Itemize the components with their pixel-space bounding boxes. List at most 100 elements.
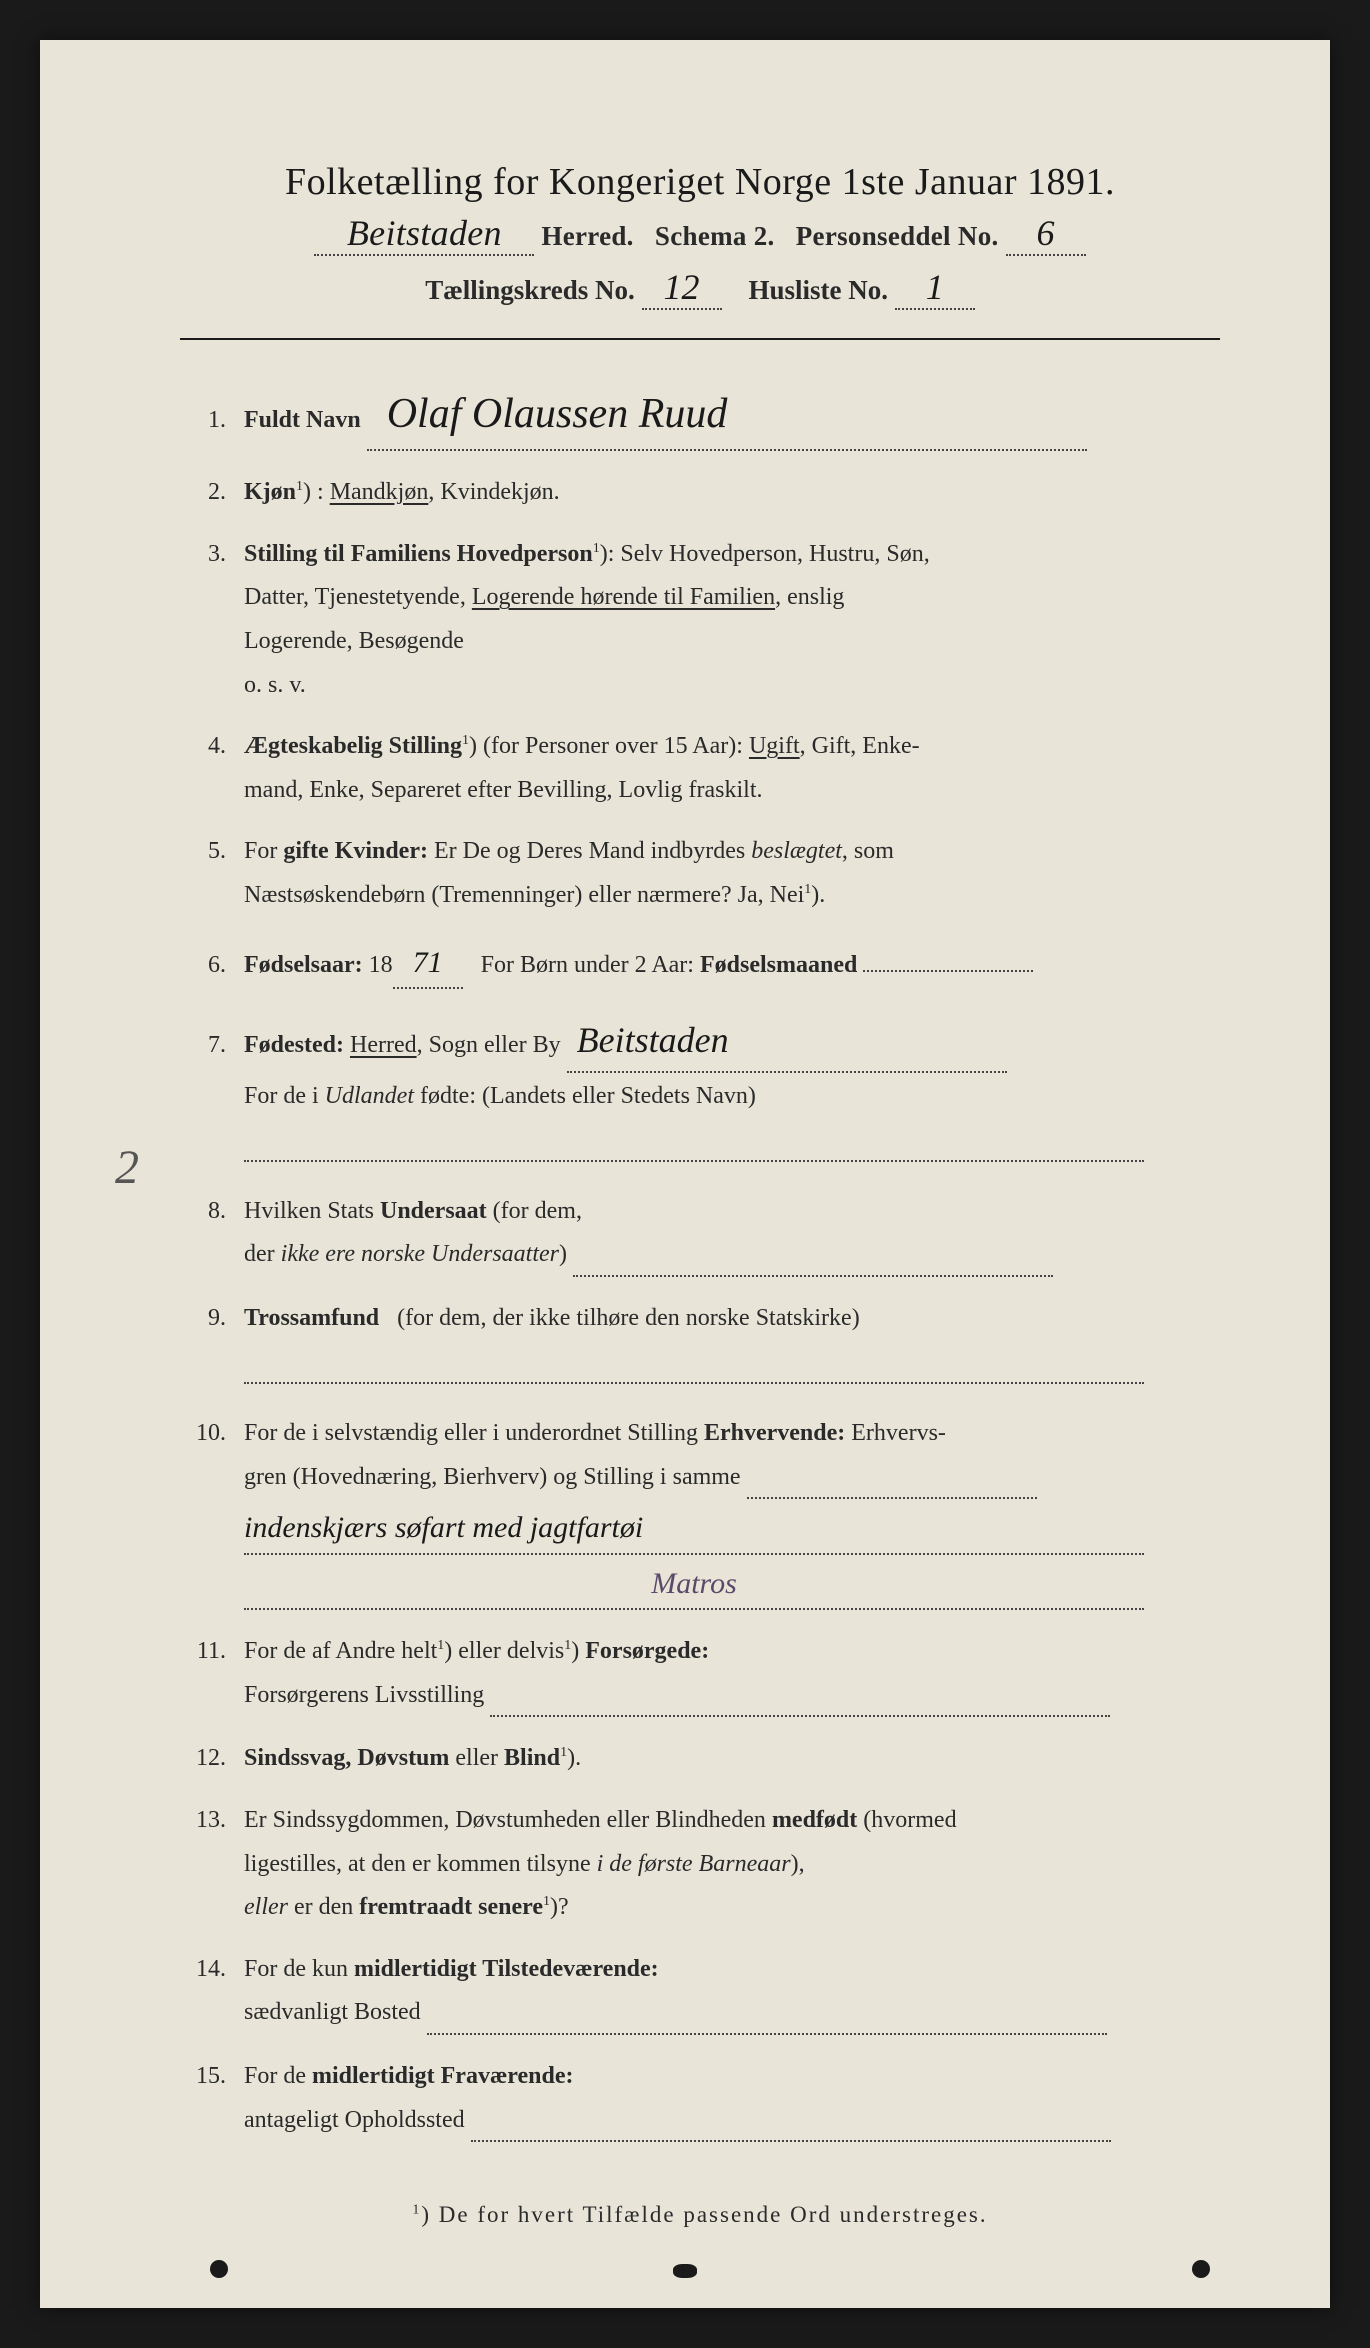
husliste-label: Husliste No. [749, 275, 889, 305]
q4-label: Ægteskabelig Stilling [244, 733, 462, 759]
q8-line2: der ikke ere norske Undersaatter) [190, 1235, 1220, 1277]
question-7: 7. Fødested: Herred, Sogn eller By Beits… [190, 1011, 1220, 1072]
q8-text2: (for dem, [493, 1198, 582, 1224]
question-15: 15. For de midlertidigt Fraværende: [190, 2057, 1220, 2097]
punch-hole-center [673, 2264, 697, 2278]
q3-line4: o. s. v. [190, 666, 1220, 706]
footnote: 1) De for hvert Tilfælde passende Ord un… [180, 2202, 1220, 2228]
q7-text1: , Sogn eller By [417, 1032, 561, 1058]
q4-underlined: Ugift [749, 733, 800, 759]
q6-num: 6. [190, 946, 244, 986]
q14-text1: For de kun [244, 1956, 348, 1982]
q10-hand1: indenskjærs søfart med jagtfartøi [244, 1511, 643, 1544]
q7-text2: For de i [244, 1083, 319, 1109]
question-5: 5. For gifte Kvinder: Er De og Deres Man… [190, 832, 1220, 872]
q3-text2: Datter, Tjenestetyende, [244, 584, 466, 610]
q12-sup: 1 [560, 1745, 567, 1760]
q10-line4: Matros [190, 1559, 1220, 1611]
q4-num: 4. [190, 727, 244, 767]
q2-label: Kjøn [244, 479, 296, 505]
subheader-line2: Tællingskreds No. 12 Husliste No. 1 [180, 266, 1220, 310]
husliste-no: 1 [895, 266, 975, 310]
q5-text1: For [244, 838, 277, 864]
question-4: 4. Ægteskabelig Stilling1) (for Personer… [190, 727, 1220, 767]
q8-blank [573, 1235, 1053, 1277]
q8-text3: der [244, 1241, 275, 1267]
header-divider [180, 338, 1220, 340]
q7-italic1: Udlandet [325, 1083, 414, 1109]
main-title: Folketælling for Kongeriget Norge 1ste J… [180, 160, 1220, 204]
q5-label: gifte Kvinder: [283, 838, 428, 864]
question-14: 14. For de kun midlertidigt Tilstedevære… [190, 1950, 1220, 1990]
q13-text4: ), [791, 1851, 805, 1877]
census-form-page: Folketælling for Kongeriget Norge 1ste J… [40, 40, 1330, 2308]
q12-num: 12. [190, 1739, 244, 1779]
q7-blank [244, 1120, 1144, 1162]
q10-label: Erhvervende: [704, 1420, 845, 1446]
q3-sup: 1 [593, 541, 600, 556]
form-header: Folketælling for Kongeriget Norge 1ste J… [180, 160, 1220, 204]
personseddel-no: 6 [1006, 212, 1086, 256]
q1-value: Olaf Olaussen Ruud [387, 380, 728, 449]
herred-label: Herred. [541, 221, 633, 251]
q8-label: Undersaat [380, 1198, 487, 1224]
q3-label: Stilling til Familiens Hovedperson [244, 541, 593, 567]
q10-text1: For de i selvstændig eller i underordnet… [244, 1420, 698, 1446]
herred-value: Beitstaden [314, 212, 534, 256]
question-2: 2. Kjøn1) : Mandkjøn, Kvindekjøn. [190, 473, 1220, 513]
q3-line2: Datter, Tjenestetyende, Logerende hørend… [190, 578, 1220, 618]
q12-label: Sindssvag, Døvstum [244, 1745, 449, 1771]
q13-text1: Er Sindssygdommen, Døvstumheden eller Bl… [244, 1807, 766, 1833]
q6-text1: For Børn under 2 Aar: [481, 952, 694, 978]
q15-line2: antageligt Opholdssted [190, 2101, 1220, 2143]
q10-text3: gren (Hovednæring, Bierhverv) og Stillin… [244, 1464, 741, 1490]
q9-text1: (for dem, der ikke tilhøre den norske St… [397, 1305, 860, 1331]
q4-text3: mand, Enke, Separeret efter Bevilling, L… [244, 777, 763, 803]
q5-text4: Næstsøskendebørn (Tremenninger) eller næ… [244, 882, 804, 908]
question-3: 3. Stilling til Familiens Hovedperson1):… [190, 535, 1220, 575]
q4-sup: 1 [462, 733, 469, 748]
q5-text2: Er De og Deres Mand indbyrdes [434, 838, 745, 864]
footnote-sup: 1 [412, 2203, 421, 2218]
q11-text2: eller delvis [458, 1638, 564, 1664]
q13-line3: eller er den fremtraadt senere1)? [190, 1888, 1220, 1928]
q9-line2 [190, 1343, 1220, 1385]
kreds-no: 12 [642, 266, 722, 310]
question-9: 9. Trossamfund (for dem, der ikke tilhør… [190, 1299, 1220, 1339]
q13-label2: fremtraadt senere [359, 1894, 543, 1920]
q2-sup: 1 [296, 479, 303, 494]
question-11: 11. For de af Andre helt1) eller delvis1… [190, 1632, 1220, 1672]
question-1: 1. Fuldt Navn Olaf Olaussen Ruud [190, 380, 1220, 451]
q1-label: Fuldt Navn [244, 407, 361, 433]
q7-line2: For de i Udlandet fødte: (Landets eller … [190, 1077, 1220, 1117]
q4-text1: (for Personer over 15 Aar): [483, 733, 743, 759]
question-10: 10. For de i selvstændig eller i underor… [190, 1414, 1220, 1454]
q6-year: 71 [393, 938, 463, 990]
q9-label: Trossamfund [244, 1305, 379, 1331]
q13-italic2: eller [244, 1894, 288, 1920]
q11-blank [490, 1676, 1110, 1718]
q2-opt2: Kvindekjøn. [440, 479, 559, 505]
q14-label: midlertidigt Tilstedeværende: [354, 1956, 659, 1982]
q15-num: 15. [190, 2057, 244, 2097]
q10-blank1 [747, 1458, 1037, 1500]
q7-value: Beitstaden [577, 1011, 729, 1070]
q13-text2: (hvormed [863, 1807, 956, 1833]
q6-month-field [863, 970, 1033, 972]
q2-opt1: Mandkjøn [330, 479, 429, 505]
q12-label2: Blind [504, 1745, 560, 1771]
punch-hole-left [210, 2260, 228, 2278]
q13-line2: ligestilles, at den er kommen tilsyne i … [190, 1845, 1220, 1885]
kreds-label: Tællingskreds No. [425, 275, 635, 305]
q8-num: 8. [190, 1192, 244, 1232]
q6-prefix: 18 [369, 952, 393, 978]
q4-line2: mand, Enke, Separeret efter Bevilling, L… [190, 771, 1220, 811]
q3-text5: o. s. v. [244, 672, 306, 698]
question-12: 12. Sindssvag, Døvstum eller Blind1). [190, 1739, 1220, 1779]
q11-text1: For de af Andre helt [244, 1638, 437, 1664]
q13-text3: ligestilles, at den er kommen tilsyne [244, 1851, 591, 1877]
footnote-text: ) De for hvert Tilfælde passende Ord und… [421, 2202, 987, 2227]
q15-label: midlertidigt Fraværende: [312, 2063, 574, 2089]
q3-num: 3. [190, 535, 244, 575]
q7-line3 [190, 1120, 1220, 1162]
